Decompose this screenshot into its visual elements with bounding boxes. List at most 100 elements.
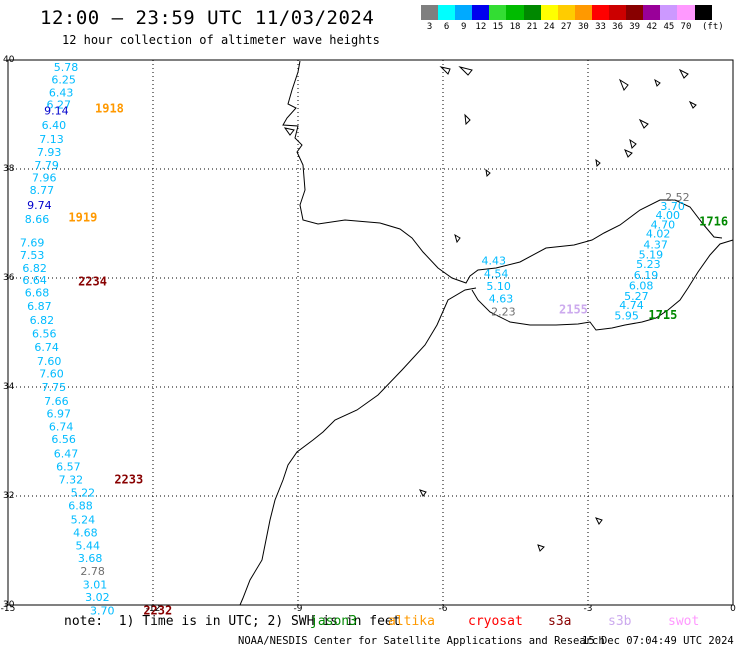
wave-height-value: 6.64	[22, 274, 47, 287]
sat-jason3: jason3	[310, 614, 357, 629]
wave-height-value: 2.78	[80, 565, 105, 578]
legend-label: 36	[612, 22, 623, 32]
wave-height-value: 5.24	[71, 513, 96, 526]
legend-swatch	[489, 5, 507, 20]
pass-number-label: 1918	[95, 101, 124, 115]
wave-height-value: 5.95	[614, 309, 639, 322]
legend-swatch	[694, 5, 712, 20]
pass-number-label: 2234	[78, 275, 107, 289]
legend-unit: (ft)	[702, 22, 724, 32]
lon-tick-label: -6	[439, 604, 448, 614]
wave-height-value: 6.47	[54, 447, 79, 460]
legend-label: 15	[492, 22, 504, 32]
wave-height-value: 4.37	[643, 239, 668, 252]
wave-height-value: 6.56	[51, 433, 76, 446]
map-frame	[7, 59, 734, 606]
wave-height-value: 6.57	[56, 460, 81, 473]
wave-height-value: 4.70	[651, 218, 676, 231]
legend-label: 70	[680, 22, 692, 32]
map-subtitle: 12 hour collection of altimeter wave hei…	[62, 33, 380, 47]
legend-swatch	[591, 5, 610, 20]
pass-number-label: 2233	[114, 472, 143, 486]
wave-height-value: 6.97	[47, 408, 72, 421]
lat-lon-grid	[8, 60, 733, 605]
legend-label: 12	[475, 22, 487, 32]
wave-height-value: 6.87	[27, 300, 52, 313]
wave-height-value: 3.68	[78, 552, 103, 565]
legend-label: 18	[509, 22, 521, 32]
wave-height-value: 4.02	[646, 228, 671, 241]
lon-tick-label: -9	[294, 604, 303, 614]
legend-label: 30	[577, 22, 589, 32]
legend-label: 33	[595, 22, 606, 32]
wave-height-value: 3.02	[85, 591, 110, 604]
wave-height-value: 6.82	[22, 262, 47, 275]
color-legend-labels: 3 6 9 12 15 18 21 24 27 30 33 36 39 42 45 70	[421, 22, 695, 34]
wave-height-value: 6.08	[629, 279, 654, 292]
wave-height-value: 4.54	[484, 267, 509, 280]
lat-tick-label: 38	[3, 164, 15, 174]
wave-height-value: 5.22	[71, 487, 96, 500]
legend-swatch	[609, 5, 627, 20]
wave-height-value: 2.23	[491, 306, 516, 319]
legend-swatch	[626, 5, 644, 20]
wave-height-value: 6.74	[34, 341, 59, 354]
wave-height-value: 5.27	[624, 290, 649, 303]
sat-altika: altika	[388, 614, 435, 629]
sat-swot: swot	[668, 614, 700, 629]
legend-label: 3	[426, 22, 433, 32]
axis-labels: -15 -12 -9 -6 -3 0 40 38 36 34 32 30	[1, 55, 736, 614]
wave-height-value: 9.74	[27, 199, 52, 212]
legend-swatch	[677, 5, 695, 20]
legend-swatch	[660, 5, 678, 20]
lat-tick-label: 30	[3, 600, 15, 610]
wave-height-value: 4.43	[482, 254, 507, 267]
wave-height-value: 5.44	[76, 539, 101, 552]
legend-swatch	[557, 5, 575, 20]
legend-label: 21	[526, 22, 538, 32]
wave-height-value: 6.88	[68, 500, 93, 513]
lon-tick-label: 0	[730, 604, 736, 614]
wave-height-value: 3.70	[90, 604, 115, 617]
lat-tick-label: 40	[3, 55, 15, 65]
footer-note: note: 1) Time is in UTC; 2) SWH is in fe…	[64, 614, 401, 629]
wave-height-value: 3.70	[660, 200, 685, 213]
wave-height-value: 7.69	[20, 236, 45, 249]
wave-height-value: 5.10	[486, 280, 511, 293]
legend-label: 6	[443, 22, 450, 32]
legend-swatch	[421, 5, 439, 20]
credit-line: NOAA/NESDIS Center for Satellite Applica…	[238, 635, 605, 647]
wave-height-value: 6.82	[30, 314, 55, 327]
sat-s3b: s3b	[608, 614, 632, 629]
wave-height-value: 6.74	[49, 421, 74, 434]
wave-height-value: 6.25	[51, 73, 76, 86]
pass-number-label: 1919	[68, 210, 97, 224]
pass-number-label: 1715	[648, 308, 677, 322]
legend-label: 42	[646, 22, 658, 32]
lat-tick-label: 36	[3, 273, 15, 283]
legend-swatch	[574, 5, 592, 20]
wave-height-value: 6.56	[32, 327, 57, 340]
wave-height-value: 8.77	[30, 184, 55, 197]
wave-height-value: 7.32	[59, 473, 84, 486]
legend-label: 39	[629, 22, 641, 32]
coastline	[239, 60, 734, 606]
lon-tick-label: -15	[1, 604, 16, 614]
sat-s3a: s3a	[548, 614, 572, 629]
pass-number-label: 1716	[699, 215, 728, 229]
wave-height-value: 7.75	[42, 381, 67, 394]
wave-height-value: 7.66	[44, 395, 69, 408]
pass-number-label: 2155	[559, 302, 588, 316]
wave-height-value: 4.63	[489, 293, 514, 306]
wave-height-value: 7.60	[37, 355, 62, 368]
wave-height-readings: 5.786.256.436.279.146.407.137.937.797.96…	[20, 61, 728, 617]
wave-height-value: 7.96	[32, 172, 57, 185]
color-legend	[421, 5, 712, 20]
wave-height-value: 6.68	[25, 287, 50, 300]
wave-height-value: 7.13	[39, 133, 64, 146]
wave-height-value: 8.66	[25, 213, 50, 226]
pass-number-label: 2232	[143, 603, 172, 617]
wave-height-value: 5.19	[639, 248, 664, 261]
wave-height-value: 6.43	[49, 87, 74, 100]
